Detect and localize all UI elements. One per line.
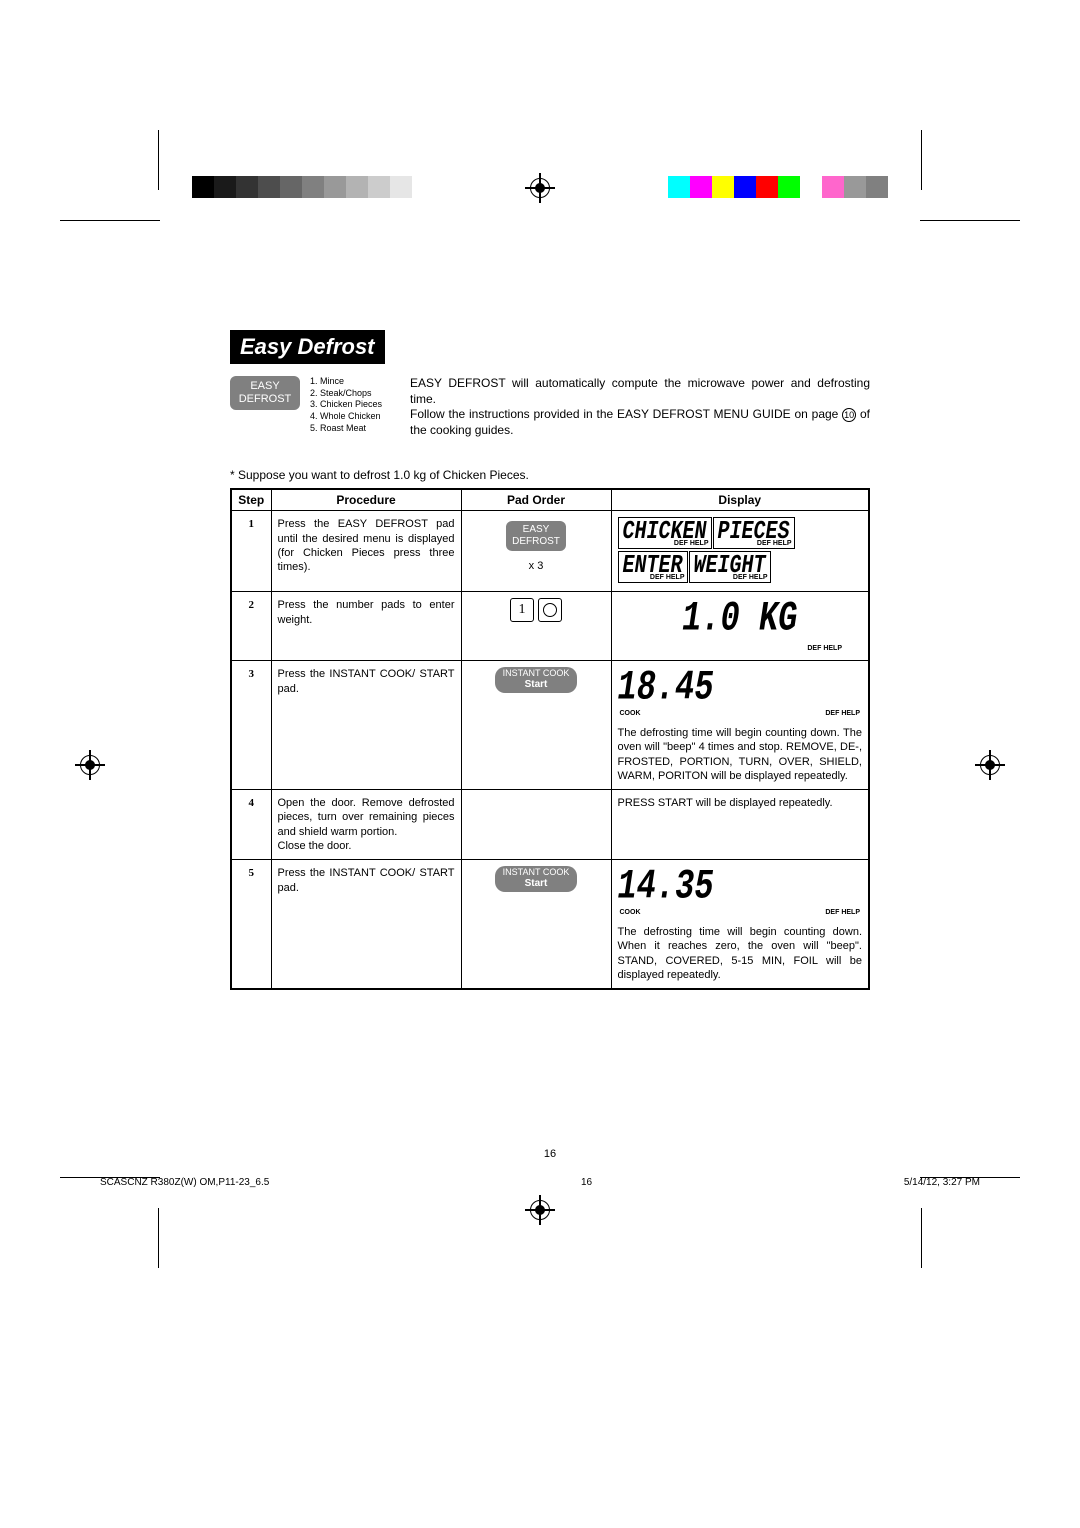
footer-metadata: SCASCNZ R380Z(W) OM,P11-23_6.5 16 5/14/1… xyxy=(100,1177,980,1188)
intro-row: EASYDEFROST 1. Mince2. Steak/Chops3. Chi… xyxy=(230,376,870,438)
intro-para-1: EASY DEFROST will automatically compute … xyxy=(410,376,870,406)
step-procedure: Press the INSTANT COOK/ START pad. xyxy=(271,860,461,989)
step-pad-order xyxy=(461,790,611,860)
intro-para-2a: Follow the instructions provided in the … xyxy=(410,407,842,421)
crop-mark xyxy=(921,1208,922,1268)
keypad-1-icon: 1 xyxy=(510,598,534,622)
keypad-0-icon xyxy=(538,598,562,622)
page-content: Easy Defrost EASYDEFROST 1. Mince2. Stea… xyxy=(230,330,870,1160)
col-pad-order: Pad Order xyxy=(461,489,611,511)
step-display: 14.35COOKDEF HELPThe defrosting time wil… xyxy=(611,860,869,989)
step-number: 2 xyxy=(231,592,271,661)
step-procedure: Press the EASY DEFROST pad until the des… xyxy=(271,511,461,592)
step-pad-order: EASYDEFROSTx 3 xyxy=(461,511,611,592)
step-procedure: Press the number pads to enter weight. xyxy=(271,592,461,661)
section-title: Easy Defrost xyxy=(230,330,385,364)
footer-doc-id: SCASCNZ R380Z(W) OM,P11-23_6.5 xyxy=(100,1177,269,1188)
step-number: 5 xyxy=(231,860,271,989)
step-pad-order: INSTANT COOKStart xyxy=(461,860,611,989)
defrost-menu-list: 1. Mince2. Steak/Chops3. Chicken Pieces4… xyxy=(310,376,400,434)
registration-mark-bottom xyxy=(525,1195,555,1225)
step-procedure: Press the INSTANT COOK/ START pad. xyxy=(271,661,461,790)
easy-defrost-pad-icon: EASYDEFROST xyxy=(230,376,300,410)
step-number: 1 xyxy=(231,511,271,592)
instant-cook-start-pad-icon: INSTANT COOKStart xyxy=(495,866,578,892)
crop-mark xyxy=(921,130,922,190)
grayscale-calibration-bars xyxy=(192,176,434,198)
step-number: 3 xyxy=(231,661,271,790)
step-pad-order: 1 xyxy=(461,592,611,661)
crop-mark xyxy=(158,1208,159,1268)
step-pad-order: INSTANT COOKStart xyxy=(461,661,611,790)
registration-mark-right xyxy=(975,750,1005,780)
col-procedure: Procedure xyxy=(271,489,461,511)
step-display: CHICKENDEF HELPPIECESDEF HELPENTERDEF HE… xyxy=(611,511,869,592)
intro-text: EASY DEFROST will automatically compute … xyxy=(410,376,870,438)
steps-table: Step Procedure Pad Order Display 1Press … xyxy=(230,488,870,990)
step-display: 1.0 KGDEF HELP xyxy=(611,592,869,661)
instant-cook-start-pad-icon: INSTANT COOKStart xyxy=(495,667,578,693)
step-number: 4 xyxy=(231,790,271,860)
col-display: Display xyxy=(611,489,869,511)
example-premise: * Suppose you want to defrost 1.0 kg of … xyxy=(230,468,870,482)
step-display: 18.45COOKDEF HELPThe defrosting time wil… xyxy=(611,661,869,790)
crop-mark xyxy=(920,220,1020,221)
step-procedure: Open the door. Remove defrosted pieces, … xyxy=(271,790,461,860)
crop-mark xyxy=(158,130,159,190)
color-calibration-bars xyxy=(668,176,888,198)
page-number: 16 xyxy=(544,1148,556,1160)
col-step: Step xyxy=(231,489,271,511)
easy-defrost-pad-icon: EASYDEFROST xyxy=(506,521,566,551)
page-reference-icon: 10 xyxy=(842,408,856,422)
registration-mark-left xyxy=(75,750,105,780)
footer-timestamp: 5/14/12, 3:27 PM xyxy=(904,1177,980,1188)
footer-page-num: 16 xyxy=(581,1177,592,1188)
registration-mark-top xyxy=(525,173,555,203)
step-display: PRESS START will be displayed repeatedly… xyxy=(611,790,869,860)
crop-mark xyxy=(60,220,160,221)
